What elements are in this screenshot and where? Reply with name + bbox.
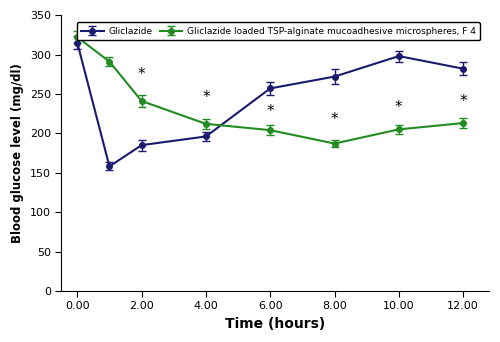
Text: *: * [90,23,97,38]
X-axis label: Time (hours): Time (hours) [225,317,325,331]
Text: *: * [202,90,209,105]
Text: *: * [138,67,145,82]
Text: *: * [330,111,338,127]
Y-axis label: Blood glucose level (mg/dl): Blood glucose level (mg/dl) [11,63,24,243]
Text: *: * [460,94,467,109]
Text: *: * [395,100,402,115]
Legend: Gliclazide, Gliclazide loaded TSP-alginate mucoadhesive microspheres, F 4: Gliclazide, Gliclazide loaded TSP-algina… [76,22,480,40]
Text: *: * [266,104,274,119]
